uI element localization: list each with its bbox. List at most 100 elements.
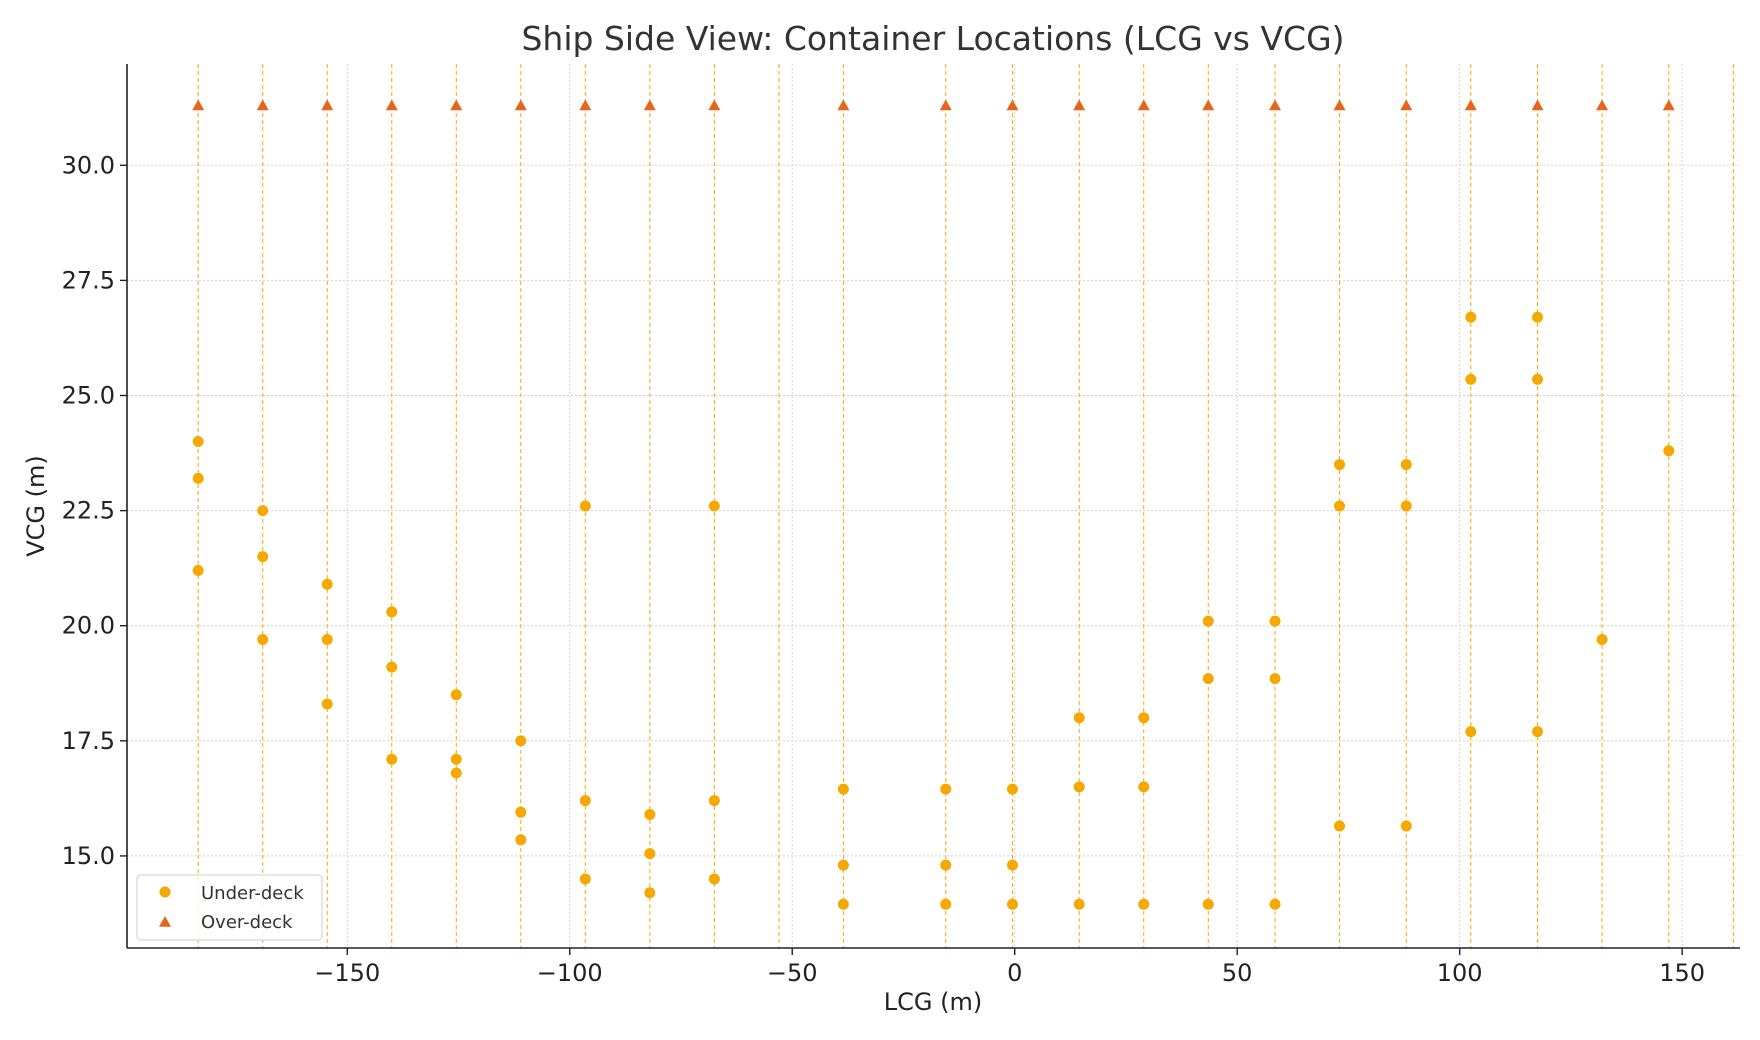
x-tick-label: 100 [1437, 959, 1483, 987]
axes [126, 64, 1740, 949]
point-under-deck [1400, 500, 1412, 512]
x-tick-label: −150 [314, 959, 380, 987]
point-under-deck [579, 873, 591, 885]
point-over-deck [450, 99, 463, 111]
x-tick-label: 0 [1007, 959, 1022, 987]
point-over-deck [256, 99, 269, 111]
y-tick-label: 17.5 [62, 727, 115, 755]
x-tick-label: −100 [537, 959, 603, 987]
point-under-deck [1138, 712, 1150, 724]
point-under-deck [321, 578, 333, 590]
point-under-deck [837, 783, 849, 795]
point-under-deck [940, 898, 952, 910]
point-under-deck [450, 767, 462, 779]
bay-lines [197, 64, 1734, 948]
point-over-deck [837, 99, 850, 111]
point-under-deck [1006, 859, 1018, 871]
point-under-deck [1532, 311, 1544, 323]
point-over-deck [1006, 99, 1019, 111]
point-under-deck [1334, 459, 1346, 471]
point-under-deck [1465, 373, 1477, 385]
point-over-deck [1333, 99, 1346, 111]
point-under-deck [1073, 712, 1085, 724]
point-over-deck [643, 99, 656, 111]
y-tick-label: 30.0 [62, 151, 115, 179]
point-under-deck [386, 661, 398, 673]
point-under-deck [257, 634, 269, 646]
point-over-deck [1202, 99, 1215, 111]
point-under-deck [1532, 373, 1544, 385]
point-under-deck [192, 472, 204, 484]
point-under-deck [1400, 820, 1412, 832]
point-over-deck [1269, 99, 1282, 111]
point-under-deck [386, 753, 398, 765]
point-under-deck [708, 873, 720, 885]
x-axis-label: LCG (m) [884, 988, 982, 1016]
chart-title: Ship Side View: Container Locations (LCG… [521, 19, 1344, 58]
point-under-deck [708, 795, 720, 807]
x-tick-label: 50 [1222, 959, 1253, 987]
point-under-deck [1532, 726, 1544, 738]
point-under-deck [1202, 898, 1214, 910]
legend-label-over-deck: Over-deck [201, 912, 293, 933]
legend-marker-under-deck [159, 886, 171, 898]
legend-marker-over-deck [159, 916, 171, 927]
point-under-deck [192, 436, 204, 448]
x-tick-label: 150 [1659, 959, 1705, 987]
point-under-deck [192, 564, 204, 576]
point-under-deck [515, 806, 527, 818]
axis-ticks: −150 −100 −50 0 50 100 150 15.0 17.5 20.0 22.5 25.0… [62, 151, 1705, 987]
point-under-deck [1138, 898, 1150, 910]
point-over-deck [579, 99, 592, 111]
y-tick-label: 25.0 [62, 382, 115, 410]
point-under-deck [579, 500, 591, 512]
point-under-deck [644, 808, 656, 820]
point-under-deck [257, 551, 269, 563]
point-under-deck [321, 634, 333, 646]
point-under-deck [644, 887, 656, 899]
point-under-deck [386, 606, 398, 618]
point-under-deck [1663, 445, 1675, 457]
point-over-deck [1073, 99, 1086, 111]
point-over-deck [321, 99, 334, 111]
point-under-deck [1596, 634, 1608, 646]
point-under-deck [1334, 820, 1346, 832]
point-under-deck [515, 735, 527, 747]
point-under-deck [940, 859, 952, 871]
point-under-deck [1269, 898, 1281, 910]
point-under-deck [450, 753, 462, 765]
point-under-deck [837, 898, 849, 910]
y-axis-label: VCG (m) [22, 455, 50, 557]
point-under-deck [1202, 615, 1214, 627]
point-over-deck [514, 99, 527, 111]
point-over-deck [939, 99, 952, 111]
point-under-deck [1269, 615, 1281, 627]
point-over-deck [1400, 99, 1413, 111]
point-over-deck [1464, 99, 1477, 111]
point-over-deck [385, 99, 398, 111]
point-over-deck [1137, 99, 1150, 111]
point-under-deck [450, 689, 462, 701]
point-over-deck [1531, 99, 1544, 111]
grid-lines [127, 64, 1740, 948]
point-under-deck [579, 795, 591, 807]
point-under-deck [1073, 781, 1085, 793]
point-under-deck [1269, 673, 1281, 685]
legend: Under-deck Over-deck [136, 874, 323, 941]
point-under-deck [1006, 898, 1018, 910]
point-over-deck [1596, 99, 1609, 111]
y-tick-label: 20.0 [62, 612, 115, 640]
point-under-deck [321, 698, 333, 710]
point-under-deck [644, 848, 656, 860]
point-under-deck [1400, 459, 1412, 471]
y-tick-label: 15.0 [62, 842, 115, 870]
data-points [192, 99, 1675, 910]
point-under-deck [940, 783, 952, 795]
point-over-deck [1662, 99, 1675, 111]
x-tick-label: −50 [767, 959, 818, 987]
legend-label-under-deck: Under-deck [201, 883, 304, 904]
point-over-deck [192, 99, 205, 111]
point-under-deck [1073, 898, 1085, 910]
point-under-deck [1138, 781, 1150, 793]
